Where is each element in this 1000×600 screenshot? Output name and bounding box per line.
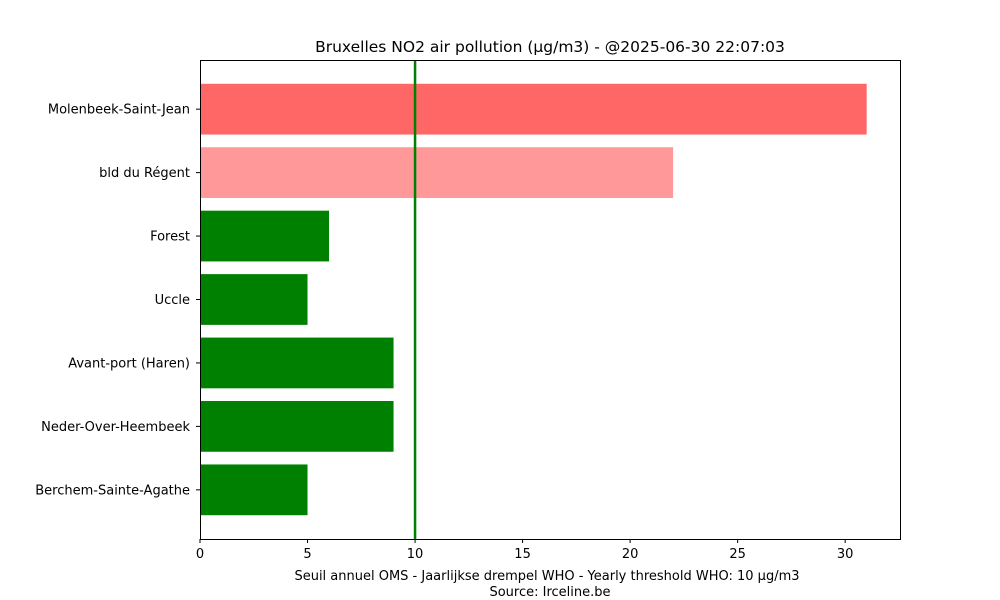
y-tick-label-1: bld du Régent: [99, 166, 190, 181]
x-axis: 0 5 10 15 20 25 30: [196, 539, 854, 562]
y-tick-label-2: Forest: [150, 230, 190, 245]
y-tick-label-4: Avant-port (Haren): [68, 356, 190, 371]
x-axis-label-threshold: Seuil annuel OMS - Jaarlijkse drempel WH…: [294, 569, 799, 584]
y-axis: Molenbeek-Saint-Jean bld du Régent Forest U…: [35, 103, 200, 498]
y-tick-label-5: Neder-Over-Heembeek: [41, 420, 190, 435]
x-tick-label-6: 30: [837, 547, 854, 562]
x-tick-label-3: 15: [514, 547, 531, 562]
bar-0: [200, 83, 867, 135]
y-tick-label-6: Berchem-Sainte-Agathe: [35, 483, 190, 498]
x-tick-label-4: 20: [622, 547, 639, 562]
bar-5: [200, 401, 394, 452]
x-tick-label-1: 5: [303, 547, 311, 562]
bar-3: [200, 274, 308, 325]
y-tick-label-3: Uccle: [155, 293, 190, 308]
chart-title: Bruxelles NO2 air pollution (µg/m3) - @2…: [315, 38, 785, 56]
x-tick-label-5: 25: [729, 547, 746, 562]
bars-group: [200, 83, 867, 516]
x-tick-label-0: 0: [196, 547, 204, 562]
bar-6: [200, 464, 308, 516]
x-tick-label-2: 10: [407, 547, 424, 562]
bar-1: [200, 147, 674, 198]
bar-2: [200, 210, 330, 262]
y-tick-label-0: Molenbeek-Saint-Jean: [48, 103, 190, 118]
x-axis-label-source: Source: Irceline.be: [489, 585, 610, 600]
bar-4: [200, 337, 394, 389]
plot-frame: [200, 60, 901, 540]
